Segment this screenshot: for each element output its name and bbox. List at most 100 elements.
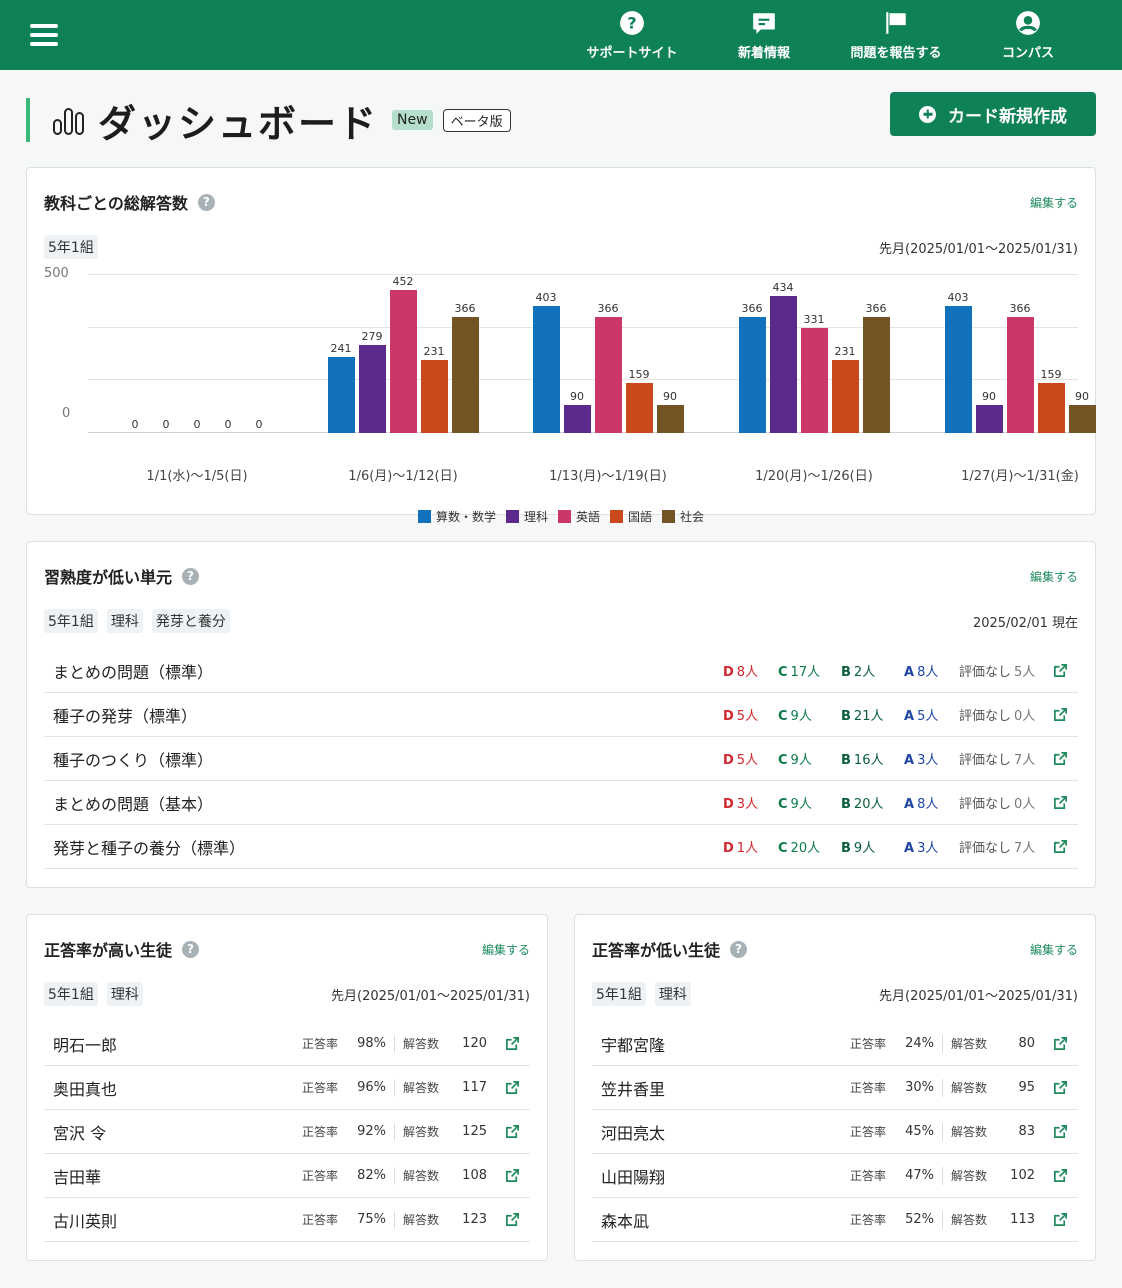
external-link-icon[interactable] — [1053, 751, 1068, 766]
external-link-icon[interactable] — [1053, 795, 1068, 810]
student-row[interactable]: 河田亮太 正答率 45% 解答数 83 — [592, 1110, 1078, 1154]
student-row[interactable]: 奥田真也 正答率 96% 解答数 117 — [44, 1066, 530, 1110]
bar[interactable]: 90 — [1068, 390, 1096, 433]
external-link-icon[interactable] — [505, 1124, 520, 1139]
bar[interactable]: 366 — [451, 302, 479, 433]
bar[interactable]: 241 — [327, 342, 355, 433]
bar[interactable]: 403 — [944, 291, 972, 433]
external-link-icon[interactable] — [1053, 1124, 1068, 1139]
external-link-icon[interactable] — [1053, 1036, 1068, 1051]
grade-none-count: 評価なし 7人 — [959, 841, 1036, 856]
bar[interactable]: 159 — [625, 368, 653, 433]
unit-row[interactable]: 発芽と種子の養分（標準） D 1人 C 20人 B 9人 A 3人 評価なし 7人 — [44, 825, 1078, 869]
grade-a-count: A 3人 — [904, 753, 939, 768]
legend-swatch — [505, 510, 519, 523]
plus-circle-icon — [919, 105, 936, 123]
unit-row[interactable]: まとめの問題（標準） D 8人 C 17人 B 2人 A 8人 評価なし 5人 — [44, 649, 1078, 693]
external-link-icon[interactable] — [1053, 1168, 1068, 1183]
unit-name: 種子の発芽（標準） — [53, 706, 198, 726]
menu-icon[interactable] — [30, 24, 58, 46]
bar-value-label: 90 — [1075, 389, 1089, 403]
bar[interactable]: 90 — [563, 390, 591, 433]
external-link-icon[interactable] — [1053, 1080, 1068, 1095]
bar[interactable]: 279 — [358, 330, 386, 433]
bar-value-label: 90 — [663, 389, 677, 403]
count-value: 125 — [462, 1124, 487, 1139]
rate-label: 正答率 — [849, 1213, 886, 1227]
bar[interactable]: 90 — [975, 390, 1003, 433]
nav-support-site[interactable]: ? サポートサイト — [566, 0, 698, 70]
bar-value-label: 159 — [1040, 367, 1062, 381]
nav-compass[interactable]: コンパス — [962, 0, 1094, 70]
student-row[interactable]: 山田陽翔 正答率 47% 解答数 102 — [592, 1154, 1078, 1198]
unit-row[interactable]: 種子の発芽（標準） D 5人 C 9人 B 21人 A 5人 評価なし 0人 — [44, 693, 1078, 737]
help-icon[interactable]: ? — [197, 193, 215, 211]
bar[interactable]: 159 — [1037, 368, 1065, 433]
y-tick-0: 0 — [62, 406, 71, 421]
grade-a-count: A 8人 — [904, 665, 939, 680]
period-label: 先月(2025/01/01〜2025/01/31) — [879, 241, 1078, 257]
student-row[interactable]: 明石一郎 正答率 98% 解答数 120 — [44, 1022, 530, 1066]
bar[interactable]: 452 — [389, 275, 417, 433]
student-row[interactable]: 吉田華 正答率 82% 解答数 108 — [44, 1154, 530, 1198]
student-row[interactable]: 宮沢 令 正答率 92% 解答数 125 — [44, 1110, 530, 1154]
help-icon[interactable]: ? — [182, 567, 200, 585]
unit-row[interactable]: 種子のつくり（標準） D 5人 C 9人 B 16人 A 3人 評価なし 7人 — [44, 737, 1078, 781]
edit-link[interactable]: 編集する — [1029, 569, 1078, 584]
nav-news[interactable]: 新着情報 — [698, 0, 830, 70]
class-tag: 5年1組 — [44, 982, 98, 1006]
external-link-icon[interactable] — [505, 1036, 520, 1051]
bar[interactable]: 366 — [738, 302, 766, 433]
subject-tag: 理科 — [106, 982, 143, 1006]
legend-item[interactable]: 算数・数学 — [417, 508, 496, 525]
external-link-icon[interactable] — [1053, 839, 1068, 854]
bar[interactable]: 403 — [532, 291, 560, 433]
external-link-icon[interactable] — [1053, 663, 1068, 678]
student-name: 古川英則 — [53, 1211, 118, 1231]
bar[interactable]: 366 — [594, 302, 622, 433]
grade-none-count: 評価なし 0人 — [959, 709, 1036, 724]
grade-a-count: A 3人 — [904, 841, 939, 856]
external-link-icon[interactable] — [505, 1212, 520, 1227]
student-row[interactable]: 森本凪 正答率 52% 解答数 113 — [592, 1198, 1078, 1242]
nav-report-issue[interactable]: 問題を報告する — [830, 0, 962, 70]
help-icon[interactable]: ? — [182, 940, 200, 958]
student-name: 奥田真也 — [53, 1079, 118, 1099]
bar[interactable]: 366 — [1006, 302, 1034, 433]
rate-label: 正答率 — [849, 1125, 886, 1139]
edit-link[interactable]: 編集する — [481, 942, 530, 957]
grade-c-count: C 9人 — [778, 797, 812, 812]
rate-value: 47% — [905, 1168, 934, 1183]
bar[interactable]: 331 — [800, 313, 828, 433]
external-link-icon[interactable] — [1053, 707, 1068, 722]
student-row[interactable]: 笠井香里 正答率 30% 解答数 95 — [592, 1066, 1078, 1110]
external-link-icon[interactable] — [1053, 1212, 1068, 1227]
unit-row[interactable]: まとめの問題（基本） D 3人 C 9人 B 20人 A 8人 評価なし 0人 — [44, 781, 1078, 825]
bar[interactable]: 434 — [769, 281, 797, 433]
external-link-icon[interactable] — [505, 1168, 520, 1183]
low-score-students-card: 正答率が低い生徒? 編集する 5年1組 理科 先月(2025/01/01〜202… — [574, 914, 1096, 1261]
bar[interactable]: 366 — [862, 302, 890, 433]
bar[interactable]: 90 — [656, 390, 684, 433]
help-icon[interactable]: ? — [730, 940, 748, 958]
count-label: 解答数 — [950, 1213, 987, 1227]
count-value: 102 — [1010, 1168, 1035, 1183]
legend-item[interactable]: 英語 — [557, 508, 600, 525]
edit-link[interactable]: 編集する — [1029, 195, 1078, 210]
count-value: 120 — [462, 1036, 487, 1051]
legend-item[interactable]: 理科 — [505, 508, 548, 525]
grade-c-count: C 9人 — [778, 709, 812, 724]
student-row[interactable]: 古川英則 正答率 75% 解答数 123 — [44, 1198, 530, 1242]
rate-value: 98% — [357, 1036, 386, 1051]
legend-item[interactable]: 社会 — [662, 508, 704, 525]
edit-link[interactable]: 編集する — [1029, 942, 1078, 957]
legend-item[interactable]: 国語 — [610, 508, 652, 525]
external-link-icon[interactable] — [505, 1080, 520, 1095]
low-mastery-card: 習熟度が低い単元? 編集する 5年1組 理科 発芽と養分 2025/02/01 … — [26, 541, 1096, 888]
subject-tag: 理科 — [106, 609, 143, 633]
create-card-button[interactable]: カード新規作成 — [890, 92, 1096, 136]
bar[interactable]: 231 — [831, 345, 859, 433]
bar-value-label: 241 — [330, 341, 352, 355]
student-row[interactable]: 宇都宮隆 正答率 24% 解答数 80 — [592, 1022, 1078, 1066]
bar[interactable]: 231 — [420, 345, 448, 433]
